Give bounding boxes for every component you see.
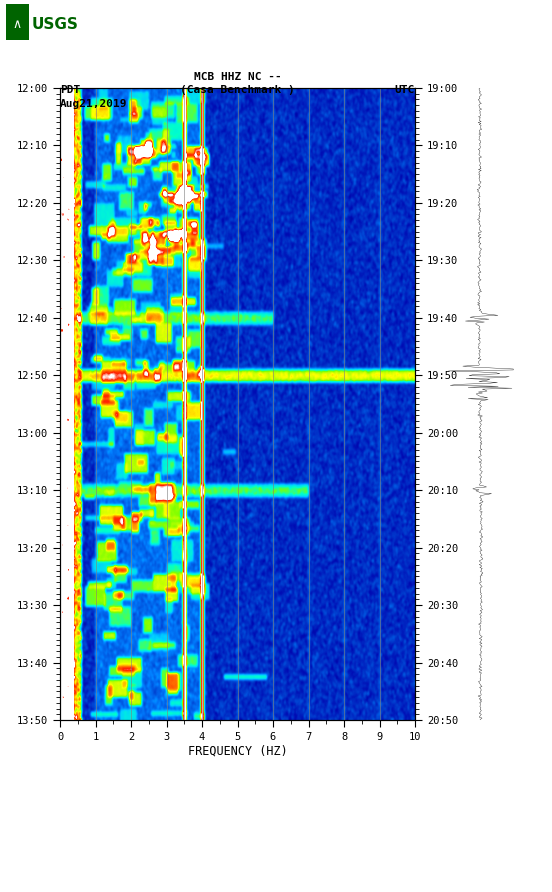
Text: MCB HHZ NC --: MCB HHZ NC -- <box>194 72 282 82</box>
X-axis label: FREQUENCY (HZ): FREQUENCY (HZ) <box>188 745 288 757</box>
Text: PDT: PDT <box>60 86 80 95</box>
Text: Aug21,2019: Aug21,2019 <box>60 99 128 109</box>
Text: USGS: USGS <box>32 17 79 32</box>
FancyBboxPatch shape <box>6 4 29 40</box>
Text: ∧: ∧ <box>12 18 22 31</box>
Text: UTC: UTC <box>395 86 415 95</box>
Text: (Casa Benchmark ): (Casa Benchmark ) <box>180 86 295 95</box>
